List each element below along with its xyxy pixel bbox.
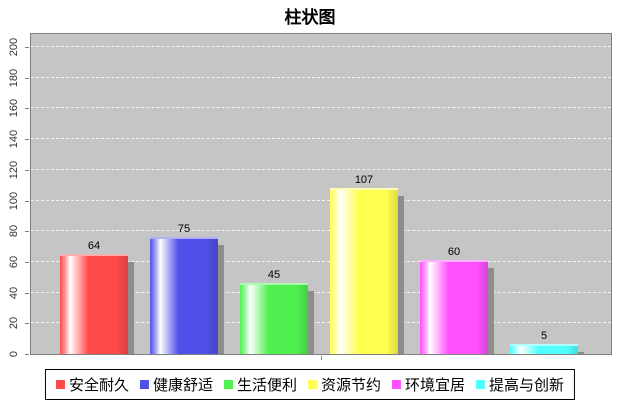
y-tick-label: 100 [8, 191, 20, 210]
gridline [31, 46, 611, 47]
bar-0 [60, 254, 128, 354]
legend-swatch [223, 380, 233, 389]
legend-label: 环境宜居 [405, 377, 466, 394]
y-tick-mark [25, 139, 29, 141]
y-tick-label: 20 [8, 317, 20, 330]
y-tick-label: 0 [8, 350, 20, 358]
grid-layer [31, 34, 611, 354]
legend-item: 提高与创新 [476, 374, 564, 395]
legend-item: 资源节约 [308, 374, 381, 395]
y-tick-label: 120 [8, 160, 20, 179]
y-tick-mark [25, 169, 29, 171]
bar-4 [420, 260, 488, 354]
bar-shadow [578, 352, 584, 354]
gridline [31, 291, 611, 293]
bar-3 [330, 188, 398, 354]
y-tick-label: 180 [8, 68, 20, 87]
bar-shadow [218, 245, 224, 354]
y-tick-label: 40 [8, 286, 20, 299]
legend-item: 安全耐久 [55, 374, 129, 395]
legend-swatch [308, 380, 317, 389]
bars-layer: 64 75 45 107 60 5 [31, 34, 611, 354]
chart-title: 柱状图 [284, 8, 336, 27]
bar-value-label: 60 [447, 246, 461, 258]
legend: 安全耐久 健康舒适 生活便利 资源节约 环境宜居 提高与创新 [44, 369, 576, 400]
bar-shadow [488, 268, 494, 354]
y-tick-mark [25, 292, 29, 294]
y-tick-label: 140 [8, 129, 20, 149]
legend-label: 提高与创新 [489, 377, 565, 394]
gridline [31, 230, 611, 232]
plot-area: 64 75 45 107 60 5 [30, 33, 612, 360]
bar-shadow [128, 262, 134, 354]
y-tick-mark [25, 47, 29, 48]
legend-swatch [476, 380, 486, 389]
legend-swatch [55, 380, 65, 389]
y-tick-mark [25, 108, 29, 110]
gridline [31, 138, 611, 140]
x-axis-tick [321, 356, 322, 360]
bar-5 [510, 344, 578, 354]
legend-item: 健康舒适 [139, 374, 213, 395]
y-tick-mark [25, 77, 29, 79]
y-tick-mark [25, 200, 29, 202]
y-tick-label: 80 [8, 225, 20, 238]
y-tick-mark [25, 231, 29, 233]
bar-value-label: 64 [87, 240, 101, 252]
y-axis: 0 20 40 60 80 100 120 140 160 180 200 [0, 34, 29, 357]
legend-label: 资源节约 [321, 377, 382, 394]
gridline [31, 76, 611, 78]
bar-value-label: 45 [267, 269, 281, 281]
bar-shadow [308, 291, 314, 354]
legend-label: 安全耐久 [68, 377, 129, 394]
bar-value-label: 75 [177, 223, 191, 235]
bar-2 [240, 283, 308, 354]
gridline [31, 107, 611, 109]
legend-swatch [139, 380, 149, 389]
y-tick-label: 60 [8, 255, 20, 269]
gridline [31, 260, 611, 262]
y-tick-mark [25, 323, 29, 325]
bar-shadow [398, 196, 404, 354]
gridline [31, 168, 611, 170]
legend-label: 生活便利 [236, 377, 297, 394]
y-tick-label: 200 [8, 37, 20, 57]
legend-swatch [392, 380, 402, 389]
gridline [31, 199, 611, 201]
legend-item: 生活便利 [223, 374, 297, 395]
bar-value-label: 5 [540, 330, 548, 342]
legend-label: 健康舒适 [152, 377, 213, 394]
y-tick-mark [25, 354, 29, 355]
y-tick-label: 160 [8, 99, 20, 118]
legend-item: 环境宜居 [392, 374, 465, 395]
bar-value-label: 107 [354, 174, 374, 186]
gridline [31, 322, 611, 324]
bar-1 [150, 237, 218, 354]
y-tick-mark [25, 261, 29, 263]
